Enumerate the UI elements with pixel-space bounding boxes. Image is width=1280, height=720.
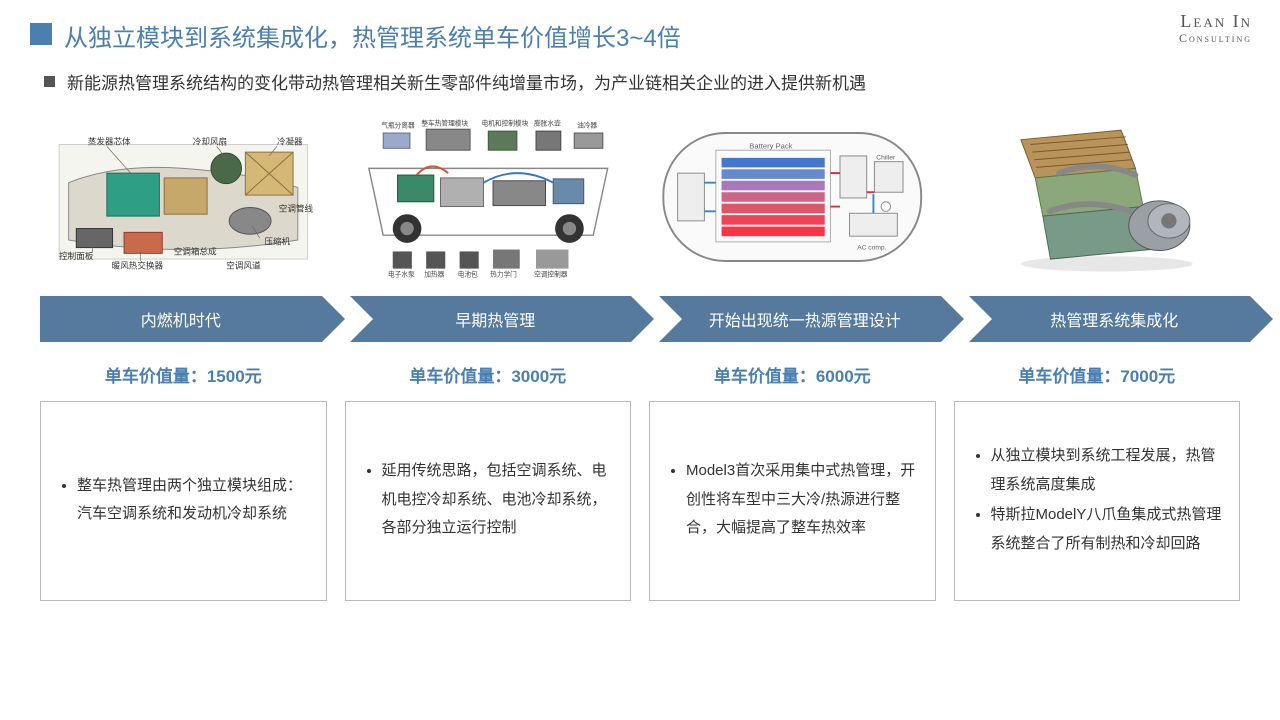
svg-text:冷却风扇: 冷却风扇 [193,135,227,146]
svg-text:膨胀水壶: 膨胀水壶 [534,118,561,127]
timeline-arrows: 内燃机时代 早期热管理 开始出现统一热源管理设计 热管理系统集成化 [0,282,1280,342]
list-item: 特斯拉ModelY八爪鱼集成式热管理系统整合了所有制热和冷却回路 [991,501,1224,558]
svg-text:电子水泵: 电子水泵 [387,269,414,278]
svg-text:空调箱总成: 空调箱总成 [174,245,217,256]
list-item: Model3首次采用集中式热管理，开创性将车型中三大冷/热源进行整合，大幅提高了… [686,457,919,543]
arrow-stage-3: 开始出现统一热源管理设计 [659,296,941,342]
logo-top: Lean In [1179,12,1252,32]
svg-text:空调管线: 空调管线 [279,202,314,213]
svg-text:空调风道: 空调风道 [226,260,261,271]
list-item: 整车热管理由两个独立模块组成：汽车空调系统和发动机冷却系统 [77,472,310,529]
diagram-ice-hvac: 蒸发器芯体 冷却风扇 冷凝器 压缩机 空调管线 空调箱总成 空调风道 暖风热交换… [40,112,327,282]
list-item: 从独立模块到系统工程发展，热管理系统高度集成 [991,442,1224,499]
arrow-stage-2: 早期热管理 [350,296,632,342]
diagram-early-thermal: 气瓶分离器 整车热管理模块 电机和控制模块 膨胀水壶 油冷器 电子水泵 加热器 … [345,112,632,282]
subtitle-bullet-icon [44,76,55,87]
desc-stage-4: 从独立模块到系统工程发展，热管理系统高度集成 特斯拉ModelY八爪鱼集成式热管… [954,401,1241,601]
subtitle-text: 新能源热管理系统结构的变化带动热管理相关新生零部件纯增量市场，为产业链相关企业的… [67,69,866,94]
value-stage-3: 单车价值量：6000元 [649,362,936,387]
page-title: 从独立模块到系统集成化，热管理系统单车价值增长3~4倍 [64,18,681,53]
desc-stage-2: 延用传统思路，包括空调系统、电机电控冷却系统、电池冷却系统，各部分独立运行控制 [345,401,632,601]
svg-text:冷凝器: 冷凝器 [277,135,303,146]
svg-text:气瓶分离器: 气瓶分离器 [381,120,415,129]
svg-text:Chiller: Chiller [876,155,896,162]
value-stage-4: 单车价值量：7000元 [954,362,1241,387]
svg-text:Battery Pack: Battery Pack [749,141,792,150]
svg-text:加热器: 加热器 [424,269,444,278]
desc-stage-3: Model3首次采用集中式热管理，开创性将车型中三大冷/热源进行整合，大幅提高了… [649,401,936,601]
desc-stage-1: 整车热管理由两个独立模块组成：汽车空调系统和发动机冷却系统 [40,401,327,601]
diagram-integrated-module [954,112,1241,282]
arrow-stage-4: 热管理系统集成化 [969,296,1251,342]
svg-text:暖风热交换器: 暖风热交换器 [112,260,164,271]
svg-text:电池包: 电池包 [457,269,477,278]
title-accent-square [30,23,52,45]
svg-text:油冷器: 油冷器 [577,120,597,129]
svg-text:压缩机: 压缩机 [264,236,290,247]
svg-text:电机和控制模块: 电机和控制模块 [481,118,528,127]
svg-text:整车热管理模块: 整车热管理模块 [421,118,468,127]
logo-bottom: Consulting [1179,32,1252,45]
svg-text:空调控制器: 空调控制器 [534,269,568,278]
svg-text:AC comp.: AC comp. [857,245,886,252]
value-stage-2: 单车价值量：3000元 [345,362,632,387]
svg-text:蒸发器芯体: 蒸发器芯体 [88,135,131,146]
diagram-unified-thermal: Battery Pack Chiller AC comp. [649,112,936,282]
list-item: 延用传统思路，包括空调系统、电机电控冷却系统、电池冷却系统，各部分独立运行控制 [382,457,615,543]
brand-logo: Lean In Consulting [1179,12,1252,45]
value-stage-1: 单车价值量：1500元 [40,362,327,387]
svg-text:控制面板: 控制面板 [59,250,94,261]
svg-text:热力学门: 热力学门 [490,269,517,278]
arrow-stage-1: 内燃机时代 [40,296,322,342]
